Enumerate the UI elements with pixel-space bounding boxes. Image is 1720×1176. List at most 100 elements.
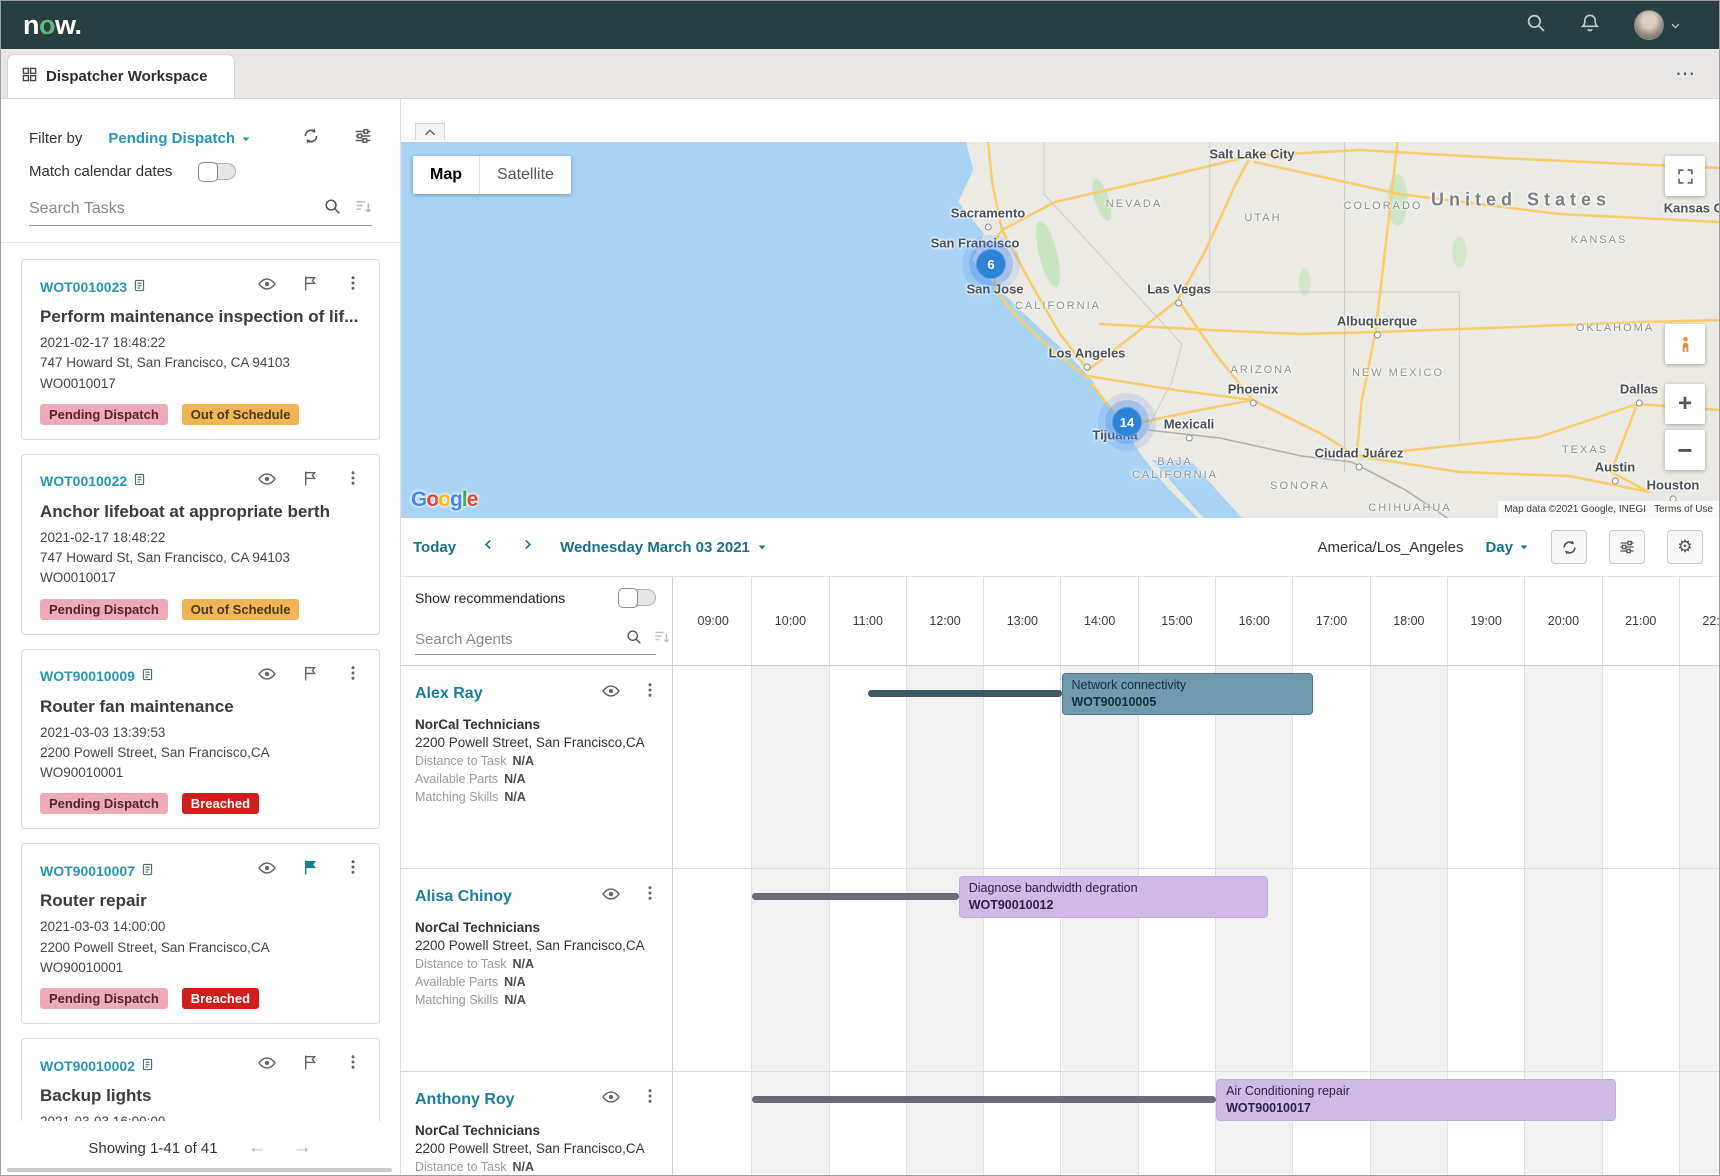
horizontal-scrollbar[interactable] bbox=[7, 1168, 392, 1172]
schedule-config-button[interactable] bbox=[1609, 530, 1645, 564]
previous-day-chevron-icon[interactable] bbox=[482, 538, 495, 556]
agent-info: Alisa Chinoy NorCal Technicians 2200 Powel… bbox=[401, 869, 672, 1007]
agent-name-link[interactable]: Alisa Chinoy bbox=[415, 887, 512, 905]
task-settings-sliders-icon[interactable] bbox=[354, 127, 372, 150]
map-label-region: COLORADO bbox=[1344, 200, 1423, 212]
user-avatar[interactable] bbox=[1634, 10, 1664, 40]
preview-eye-icon[interactable] bbox=[258, 665, 276, 688]
task-number-link[interactable]: WOT0010023 bbox=[40, 279, 146, 295]
search-icon[interactable] bbox=[626, 629, 642, 650]
zoom-out-button[interactable]: − bbox=[1665, 430, 1705, 470]
agent-name-link[interactable]: Anthony Roy bbox=[415, 1090, 515, 1108]
settings-button[interactable]: ⚙ bbox=[1667, 530, 1703, 564]
task-number: WOT0010023 bbox=[40, 278, 128, 295]
filter-by-label: Filter by bbox=[29, 130, 83, 147]
preview-eye-icon[interactable] bbox=[258, 275, 276, 298]
hour-column: 20:00 bbox=[1525, 577, 1603, 665]
refresh-tasks-icon[interactable] bbox=[302, 127, 320, 150]
hour-column bbox=[1293, 1072, 1371, 1175]
map-label-region: ARIZONA bbox=[1231, 364, 1294, 376]
more-actions-kebab-icon[interactable] bbox=[642, 1088, 658, 1111]
next-day-chevron-icon[interactable] bbox=[521, 538, 534, 556]
more-actions-kebab-icon[interactable] bbox=[345, 1054, 361, 1077]
date-navigation: Today Wednesday March 03 2021 bbox=[413, 538, 767, 556]
flag-icon[interactable] bbox=[302, 1054, 319, 1077]
task-title: Anchor lifeboat at appropriate berth bbox=[40, 501, 330, 521]
preview-eye-icon[interactable] bbox=[602, 885, 620, 908]
preview-eye-icon[interactable] bbox=[258, 470, 276, 493]
map-label-city: Kansas City bbox=[1664, 201, 1719, 216]
map-cluster-marker[interactable]: 14 bbox=[1112, 407, 1142, 437]
user-menu[interactable] bbox=[1634, 10, 1681, 40]
tab-overflow-button[interactable]: ⋯ bbox=[1675, 63, 1697, 85]
preview-eye-icon[interactable] bbox=[258, 859, 276, 882]
collapse-map-button[interactable] bbox=[415, 123, 445, 140]
agent-row: Alex Ray NorCal Technicians 2200 Powell St… bbox=[401, 666, 1719, 869]
next-page-arrow-icon[interactable]: → bbox=[292, 1137, 312, 1158]
preview-eye-icon[interactable] bbox=[602, 1088, 620, 1111]
today-button[interactable]: Today bbox=[413, 538, 457, 556]
map-label-city: Sacramento bbox=[951, 206, 1025, 231]
travel-time-line bbox=[752, 893, 959, 900]
google-map[interactable]: United States Salt Lake City NEVADA UTAH COL… bbox=[401, 142, 1719, 518]
task-card-header: WOT90010009 bbox=[40, 665, 361, 688]
preview-eye-icon[interactable] bbox=[602, 682, 620, 705]
more-actions-kebab-icon[interactable] bbox=[642, 682, 658, 705]
refresh-icon bbox=[1562, 539, 1576, 555]
preview-eye-icon[interactable] bbox=[258, 1054, 276, 1077]
prev-page-arrow-icon[interactable]: ← bbox=[247, 1137, 267, 1158]
more-actions-kebab-icon[interactable] bbox=[345, 665, 361, 688]
flag-icon[interactable] bbox=[302, 665, 319, 688]
task-list-panel: Filter by Pending Dispatch Match calenda… bbox=[1, 99, 401, 1175]
date-picker-dropdown[interactable]: Wednesday March 03 2021 bbox=[560, 539, 767, 556]
search-tasks-input[interactable] bbox=[29, 200, 310, 218]
detail-label: Matching Skills bbox=[415, 993, 499, 1007]
flag-icon[interactable] bbox=[302, 275, 319, 298]
task-bar[interactable]: Air Conditioning repair WOT90010017 bbox=[1216, 1079, 1616, 1121]
map-view-button[interactable]: Map bbox=[430, 166, 462, 183]
more-actions-kebab-icon[interactable] bbox=[642, 885, 658, 908]
search-icon[interactable] bbox=[1526, 13, 1546, 38]
more-actions-kebab-icon[interactable] bbox=[345, 470, 361, 493]
flag-icon[interactable] bbox=[302, 470, 319, 493]
refresh-schedule-button[interactable] bbox=[1551, 530, 1587, 564]
logo-n: n bbox=[23, 9, 40, 40]
fullscreen-button[interactable] bbox=[1665, 156, 1705, 196]
notifications-bell-icon[interactable] bbox=[1580, 13, 1600, 38]
show-recommendations-toggle[interactable] bbox=[618, 588, 656, 608]
sort-icon[interactable] bbox=[355, 198, 372, 220]
task-number-link[interactable]: WOT90010009 bbox=[40, 668, 154, 684]
terms-of-use-link[interactable]: Terms of Use bbox=[1654, 504, 1713, 515]
zoom-in-button[interactable]: + bbox=[1665, 384, 1705, 424]
more-actions-kebab-icon[interactable] bbox=[345, 275, 361, 298]
map-cluster-marker[interactable]: 6 bbox=[976, 249, 1006, 279]
map-label-region: SONORA bbox=[1270, 480, 1330, 492]
view-mode-dropdown[interactable]: Day bbox=[1485, 539, 1529, 556]
hour-column: 12:00 bbox=[907, 577, 985, 665]
more-actions-kebab-icon[interactable] bbox=[345, 859, 361, 882]
satellite-view-button[interactable]: Satellite bbox=[479, 156, 571, 194]
search-agents-input[interactable] bbox=[415, 631, 614, 648]
tab-dispatcher-workspace[interactable]: Dispatcher Workspace bbox=[7, 54, 235, 98]
task-number: WOT90010002 bbox=[40, 1057, 135, 1074]
status-badge: Pending Dispatch bbox=[40, 988, 168, 1009]
agent-name-link[interactable]: Alex Ray bbox=[415, 684, 483, 702]
task-number-link[interactable]: WOT90010007 bbox=[40, 863, 154, 879]
flag-icon[interactable] bbox=[302, 859, 319, 882]
sort-icon[interactable] bbox=[654, 629, 670, 650]
filter-dropdown[interactable]: Pending Dispatch bbox=[108, 130, 251, 147]
task-number-link[interactable]: WOT0010022 bbox=[40, 473, 146, 489]
map-label-text: OKLAHOMA bbox=[1575, 322, 1655, 334]
search-icon[interactable] bbox=[324, 198, 341, 220]
chevron-down-icon bbox=[1671, 23, 1680, 29]
task-badges: Pending Dispatch Out of Schedule bbox=[40, 598, 361, 620]
task-bar[interactable]: Diagnose bandwidth degration WOT90010012 bbox=[958, 876, 1268, 918]
map-label-text: Ciudad Juárez bbox=[1314, 445, 1404, 461]
match-calendar-toggle[interactable] bbox=[198, 162, 237, 182]
agent-info: Anthony Roy NorCal Technicians 2200 Powell… bbox=[401, 1072, 672, 1175]
pegman-street-view-icon[interactable] bbox=[1665, 324, 1705, 364]
hour-column bbox=[984, 666, 1062, 868]
task-bar[interactable]: Network connectivity WOT90010005 bbox=[1061, 673, 1313, 715]
task-bar-number: WOT90010017 bbox=[1226, 1101, 1311, 1115]
task-number-link[interactable]: WOT90010002 bbox=[40, 1058, 154, 1074]
